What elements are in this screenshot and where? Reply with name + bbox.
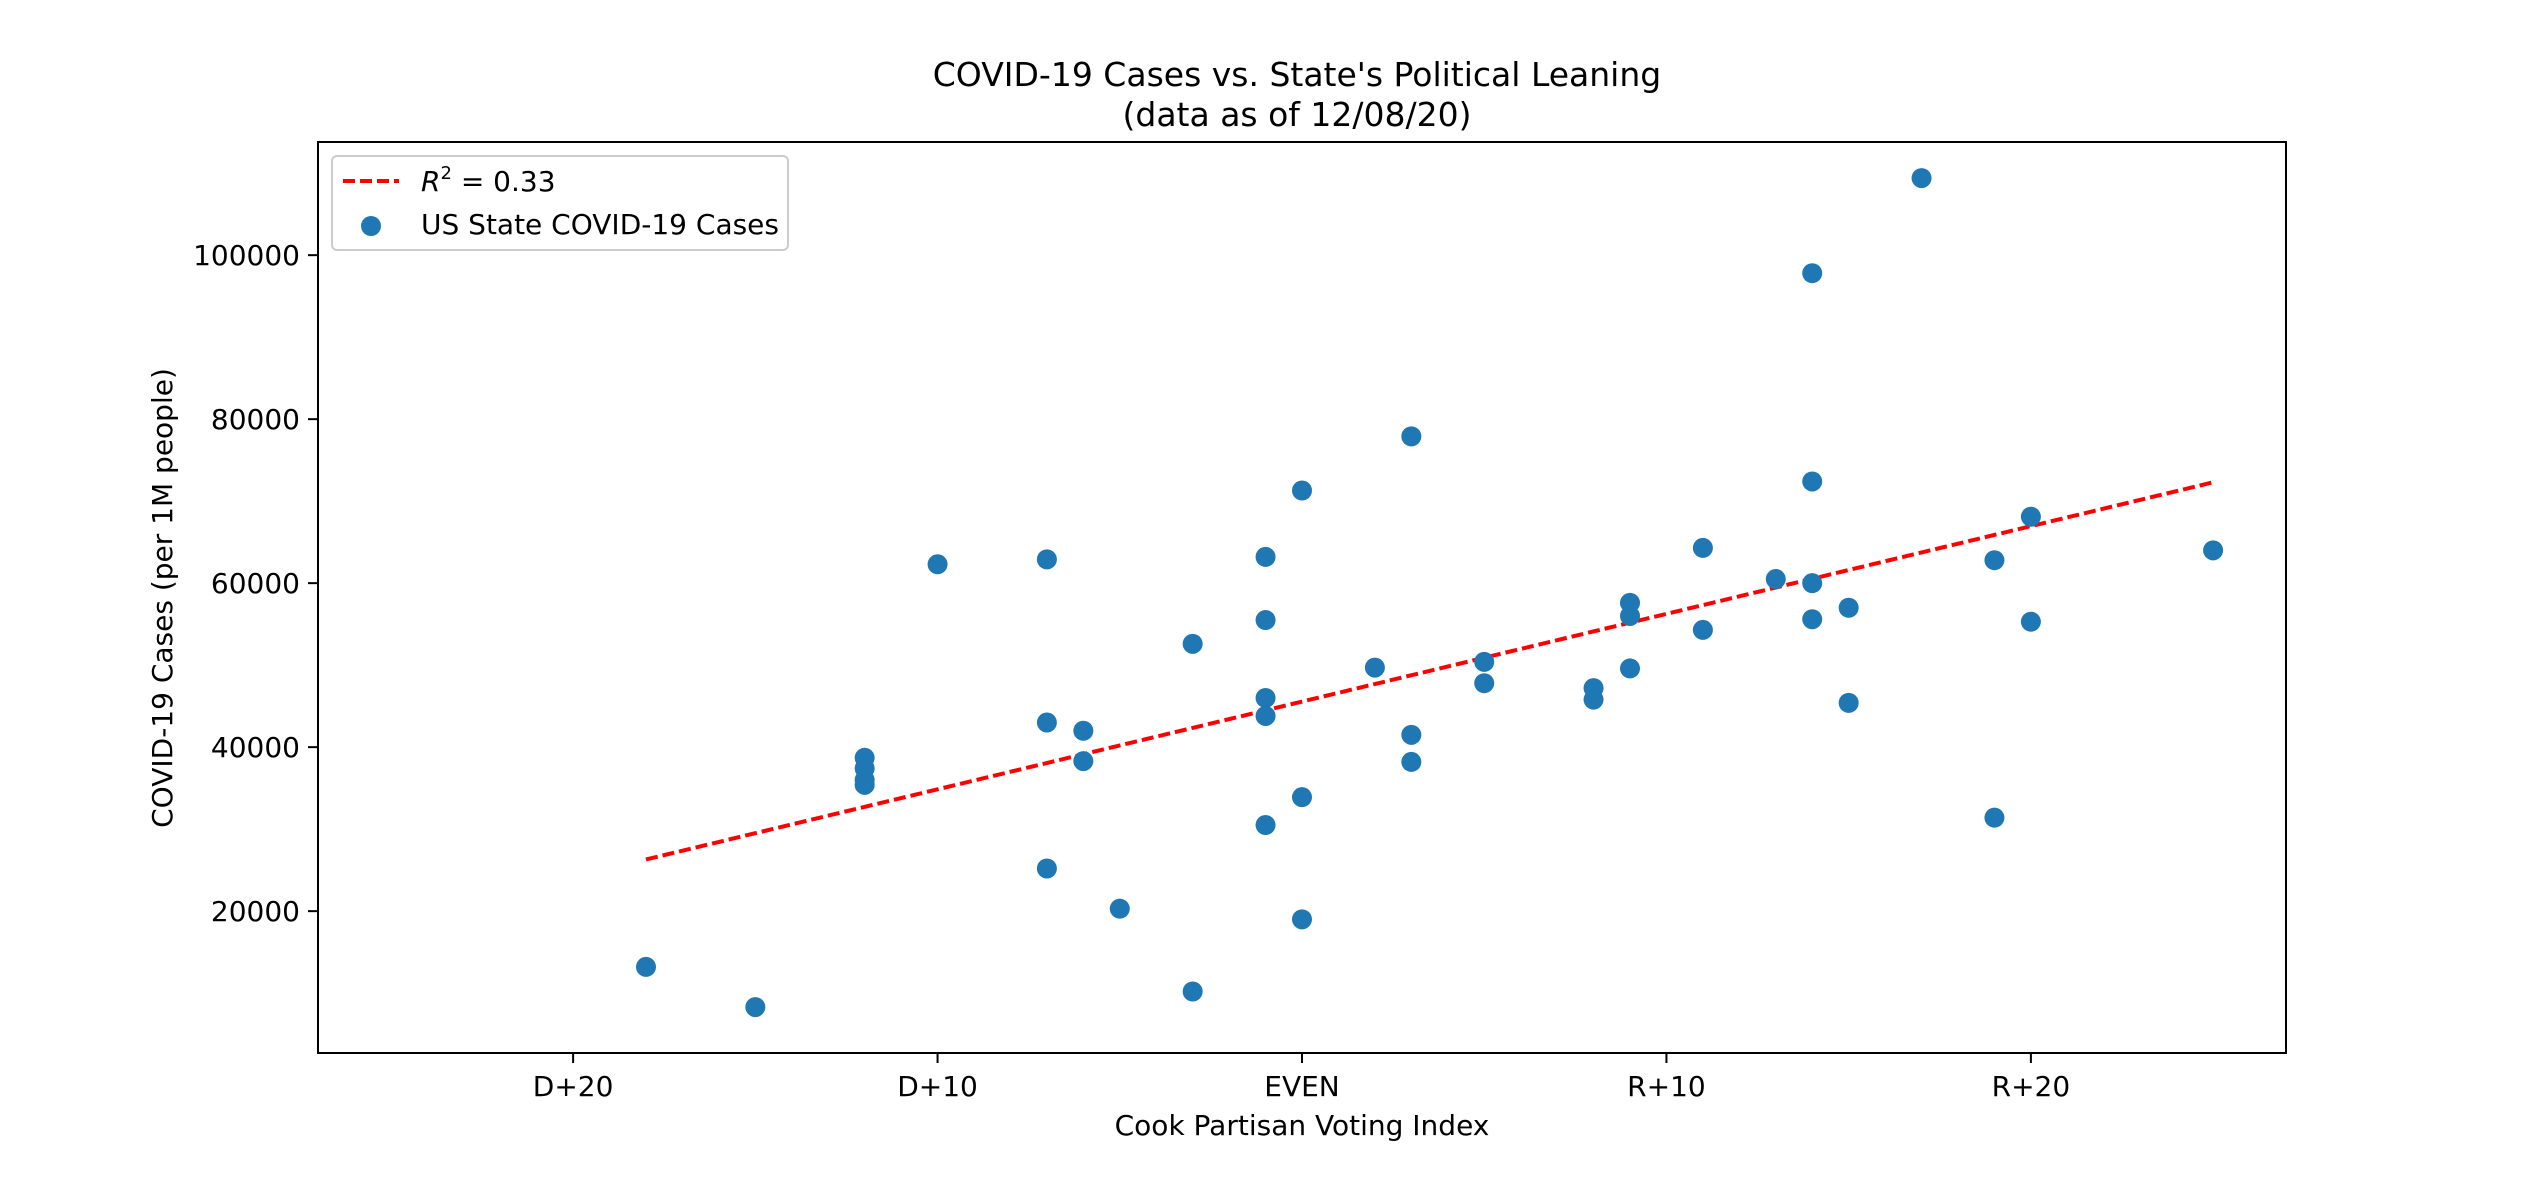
data-point [1036,712,1057,733]
data-point [1692,619,1713,640]
data-point [1474,651,1495,672]
data-point [1182,633,1203,654]
x-tick-label: EVEN [1264,1070,1339,1103]
data-point [1292,909,1312,930]
data-point [2203,540,2224,561]
plot-frame [317,141,2287,1054]
data-point [1036,549,1057,570]
data-point [1620,605,1640,626]
data-point [1692,537,1713,558]
legend-r-superscript: 2 [440,163,451,184]
data-point [1620,658,1640,679]
data-point [1109,898,1130,919]
data-point [1474,673,1495,694]
y-tick-label: 100000 [193,239,300,272]
legend: R2 = 0.33 US State COVID-19 Cases [331,155,789,251]
chart-title: COVID-19 Cases vs. State's Political Lea… [933,55,1661,94]
trend-line [645,480,2214,862]
data-point [1838,597,1859,618]
data-point [1802,609,1823,630]
data-point [1255,705,1276,726]
data-point [1984,550,2005,571]
data-point [1802,573,1823,594]
x-tick-label: D+20 [533,1070,614,1103]
data-point [1802,263,1823,284]
data-point [636,956,656,977]
legend-scatter-swatch [361,216,381,236]
data-point [1255,687,1276,708]
data-point [1036,858,1057,879]
data-point [1073,720,1094,741]
data-point [927,554,948,575]
data-point [1401,724,1422,745]
trend-line-layer [645,480,2214,862]
legend-box [331,155,789,251]
legend-r-value: = 0.33 [452,165,556,198]
data-point [1255,815,1276,836]
legend-r-symbol: R [421,165,440,198]
data-point [1401,426,1422,447]
data-point [1073,751,1094,772]
data-point [1583,689,1604,710]
data-point [1182,981,1203,1002]
data-point [1255,546,1276,567]
y-tick-label: 40000 [211,731,300,764]
y-tick-label: 60000 [211,567,300,600]
data-point [1401,751,1422,772]
data-point [1838,692,1859,713]
data-point [1292,480,1312,501]
x-axis-label: Cook Partisan Voting Index [1115,1109,1490,1142]
data-point [745,997,766,1018]
x-tick-label: R+20 [1992,1070,2071,1103]
data-point [1765,569,1786,590]
legend-scatter-label: US State COVID-19 Cases [421,208,779,241]
data-points-layer [636,168,2224,1018]
data-point [2020,506,2041,527]
data-point [1292,787,1312,808]
y-axis-label: COVID-19 Cases (per 1M people) [146,368,179,828]
data-point [1984,807,2005,828]
chart-subtitle: (data as of 12/08/20) [1123,95,1472,134]
axis-ticks: D+20 D+10 EVEN R+10 R+20 20000 40000 60000 80000… [193,239,2070,1103]
data-point [1911,168,1932,189]
x-tick-label: D+10 [897,1070,978,1103]
data-point [854,774,875,795]
legend-fit-line-label: R2 = 0.33 [421,163,556,198]
data-point [1255,610,1276,631]
data-point [1364,657,1385,678]
y-tick-label: 80000 [211,403,300,436]
y-tick-label: 20000 [211,895,300,928]
data-point [2020,611,2041,632]
x-tick-label: R+10 [1627,1070,1706,1103]
data-point [1802,471,1823,492]
